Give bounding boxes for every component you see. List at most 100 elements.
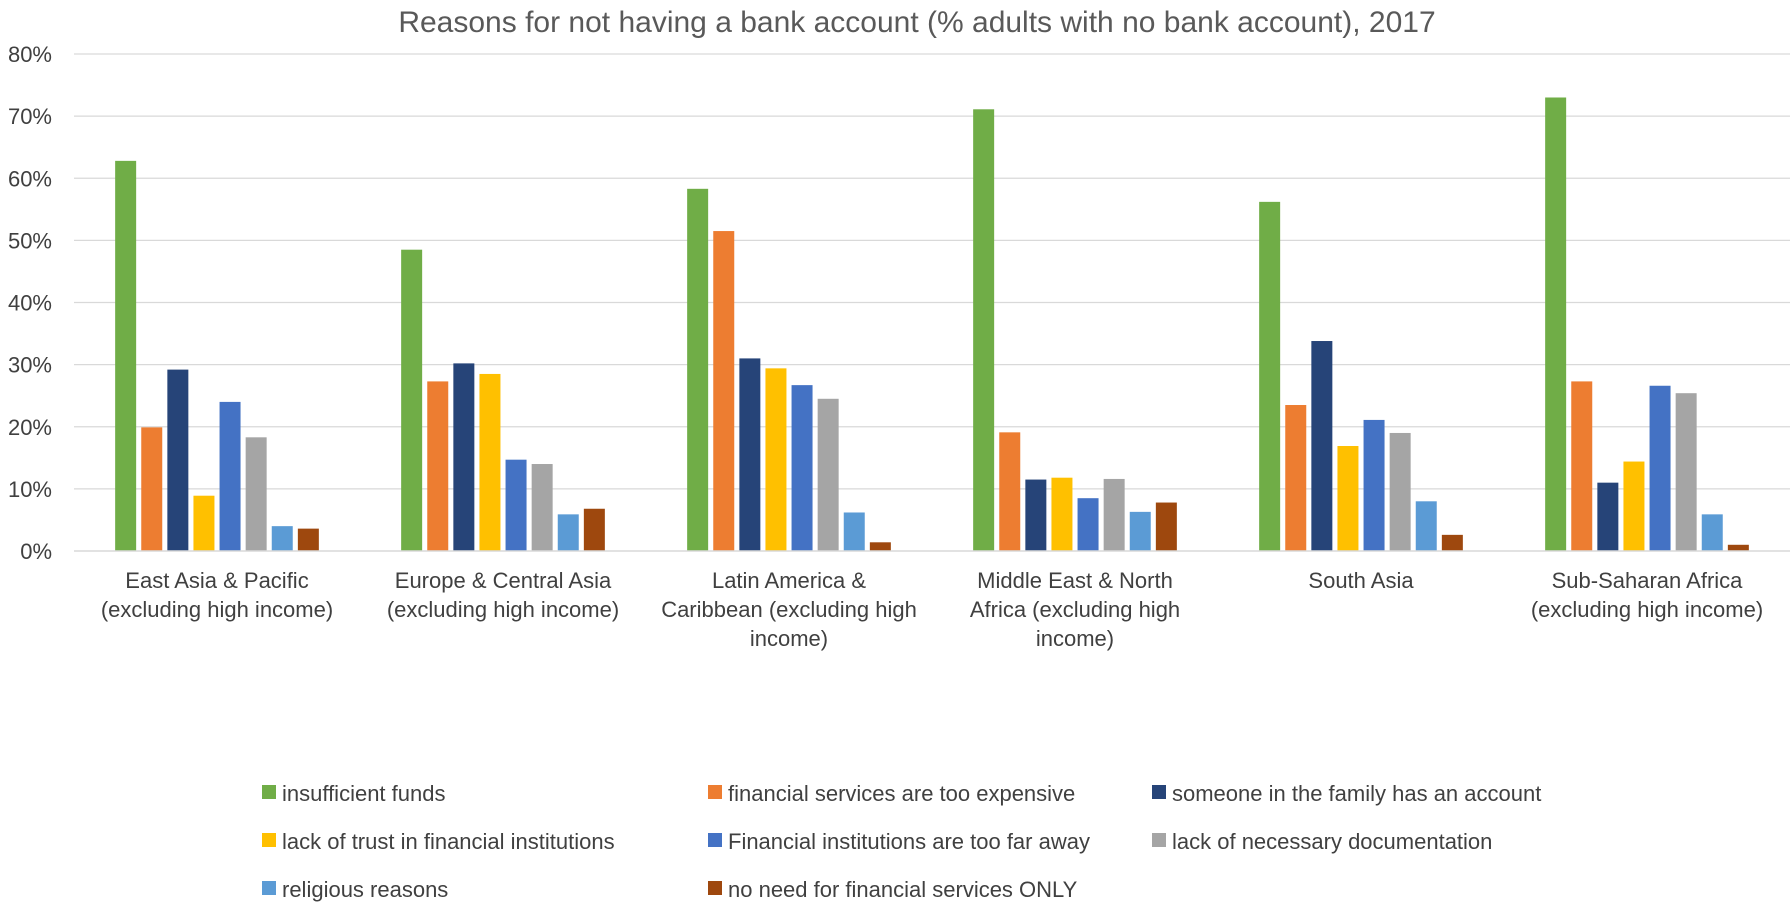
legend-item: someone in the family has an account	[1152, 781, 1541, 806]
bar	[1285, 405, 1307, 551]
legend-swatch	[1152, 785, 1166, 799]
y-tick-label: 70%	[8, 104, 52, 129]
category-label: (excluding high income)	[387, 597, 619, 622]
legend-label: financial services are too expensive	[728, 781, 1075, 806]
legend-label: insufficient funds	[282, 781, 445, 806]
bar	[245, 437, 267, 551]
legend-swatch	[708, 785, 722, 799]
bar	[687, 188, 709, 551]
bar	[1441, 534, 1463, 551]
legend-swatch	[262, 881, 276, 895]
bar	[1415, 501, 1437, 551]
legend-swatch	[262, 785, 276, 799]
bar	[1389, 432, 1411, 551]
bar	[271, 526, 293, 551]
legend-swatch	[708, 881, 722, 895]
legend-item: lack of necessary documentation	[1152, 829, 1492, 854]
category-label: South Asia	[1308, 568, 1414, 593]
y-tick-label: 60%	[8, 166, 52, 191]
legend-item: insufficient funds	[262, 781, 445, 806]
bar	[479, 373, 501, 551]
bar	[1155, 502, 1177, 551]
bar	[791, 385, 813, 551]
bar	[1727, 544, 1749, 551]
bar	[219, 401, 241, 551]
category-label: Middle East & North	[977, 568, 1173, 593]
legend-item: financial services are too expensive	[708, 781, 1075, 806]
category-label: Latin America &	[712, 568, 866, 593]
bar	[1077, 498, 1099, 551]
bar	[1623, 461, 1645, 551]
y-axis-ticks: 0% 10% 20% 30% 40% 50% 60% 70% 80%	[8, 42, 52, 564]
category-label: income)	[750, 626, 828, 651]
bar	[999, 432, 1021, 551]
bar	[1571, 381, 1593, 551]
y-tick-label: 50%	[8, 228, 52, 253]
bar	[843, 512, 865, 551]
y-tick-label: 10%	[8, 477, 52, 502]
bar	[1363, 419, 1385, 551]
category-label: income)	[1036, 626, 1114, 651]
category-labels: East Asia & Pacific (excluding high incom…	[101, 568, 1763, 651]
bar	[1701, 514, 1723, 551]
bar	[505, 459, 527, 551]
legend-item: lack of trust in financial institutions	[262, 829, 615, 854]
bar	[167, 369, 189, 551]
legend-label: no need for financial services ONLY	[728, 877, 1078, 902]
bar	[1337, 446, 1359, 551]
category-label: Sub-Saharan Africa	[1552, 568, 1744, 593]
y-tick-label: 0%	[20, 539, 52, 564]
y-tick-label: 80%	[8, 42, 52, 67]
bar	[453, 363, 475, 551]
bar	[1311, 341, 1333, 551]
bar	[401, 249, 423, 551]
bar	[973, 109, 995, 551]
bar	[193, 495, 215, 551]
category-label: (excluding high income)	[101, 597, 333, 622]
category-label: Europe & Central Asia	[395, 568, 612, 593]
legend-swatch	[1152, 833, 1166, 847]
bar	[869, 542, 891, 551]
legend-item: religious reasons	[262, 877, 448, 902]
bar	[765, 368, 787, 551]
legend-item: Financial institutions are too far away	[708, 829, 1090, 854]
bars	[115, 97, 1749, 552]
bar	[713, 231, 735, 551]
bar	[817, 398, 839, 551]
gridlines	[74, 53, 1790, 490]
legend-item: no need for financial services ONLY	[708, 877, 1078, 902]
bar	[583, 508, 605, 551]
bar	[1649, 385, 1671, 551]
bar	[1103, 478, 1125, 551]
legend-label: lack of trust in financial institutions	[282, 829, 615, 854]
legend-label: Financial institutions are too far away	[728, 829, 1090, 854]
legend: insufficient funds financial services are…	[262, 781, 1541, 902]
category-label: (excluding high income)	[1531, 597, 1763, 622]
legend-label: someone in the family has an account	[1172, 781, 1541, 806]
y-tick-label: 20%	[8, 415, 52, 440]
legend-swatch	[262, 833, 276, 847]
bar	[427, 381, 449, 551]
bar	[1675, 393, 1697, 551]
y-tick-label: 40%	[8, 291, 52, 316]
bar	[141, 427, 163, 551]
category-label: Africa (excluding high	[970, 597, 1180, 622]
legend-swatch	[708, 833, 722, 847]
bar	[115, 160, 137, 552]
bar	[1129, 511, 1151, 551]
bar	[1545, 97, 1567, 552]
bar	[1597, 482, 1619, 551]
bar	[1025, 479, 1047, 551]
category-label: East Asia & Pacific	[125, 568, 308, 593]
legend-label: lack of necessary documentation	[1172, 829, 1492, 854]
bar	[739, 358, 761, 551]
chart-title: Reasons for not having a bank account (%…	[398, 6, 1435, 39]
bar	[1051, 477, 1073, 551]
bar	[557, 514, 579, 551]
bar	[1259, 201, 1281, 552]
bar	[531, 464, 553, 551]
category-label: Caribbean (excluding high	[661, 597, 917, 622]
bar	[297, 528, 319, 551]
